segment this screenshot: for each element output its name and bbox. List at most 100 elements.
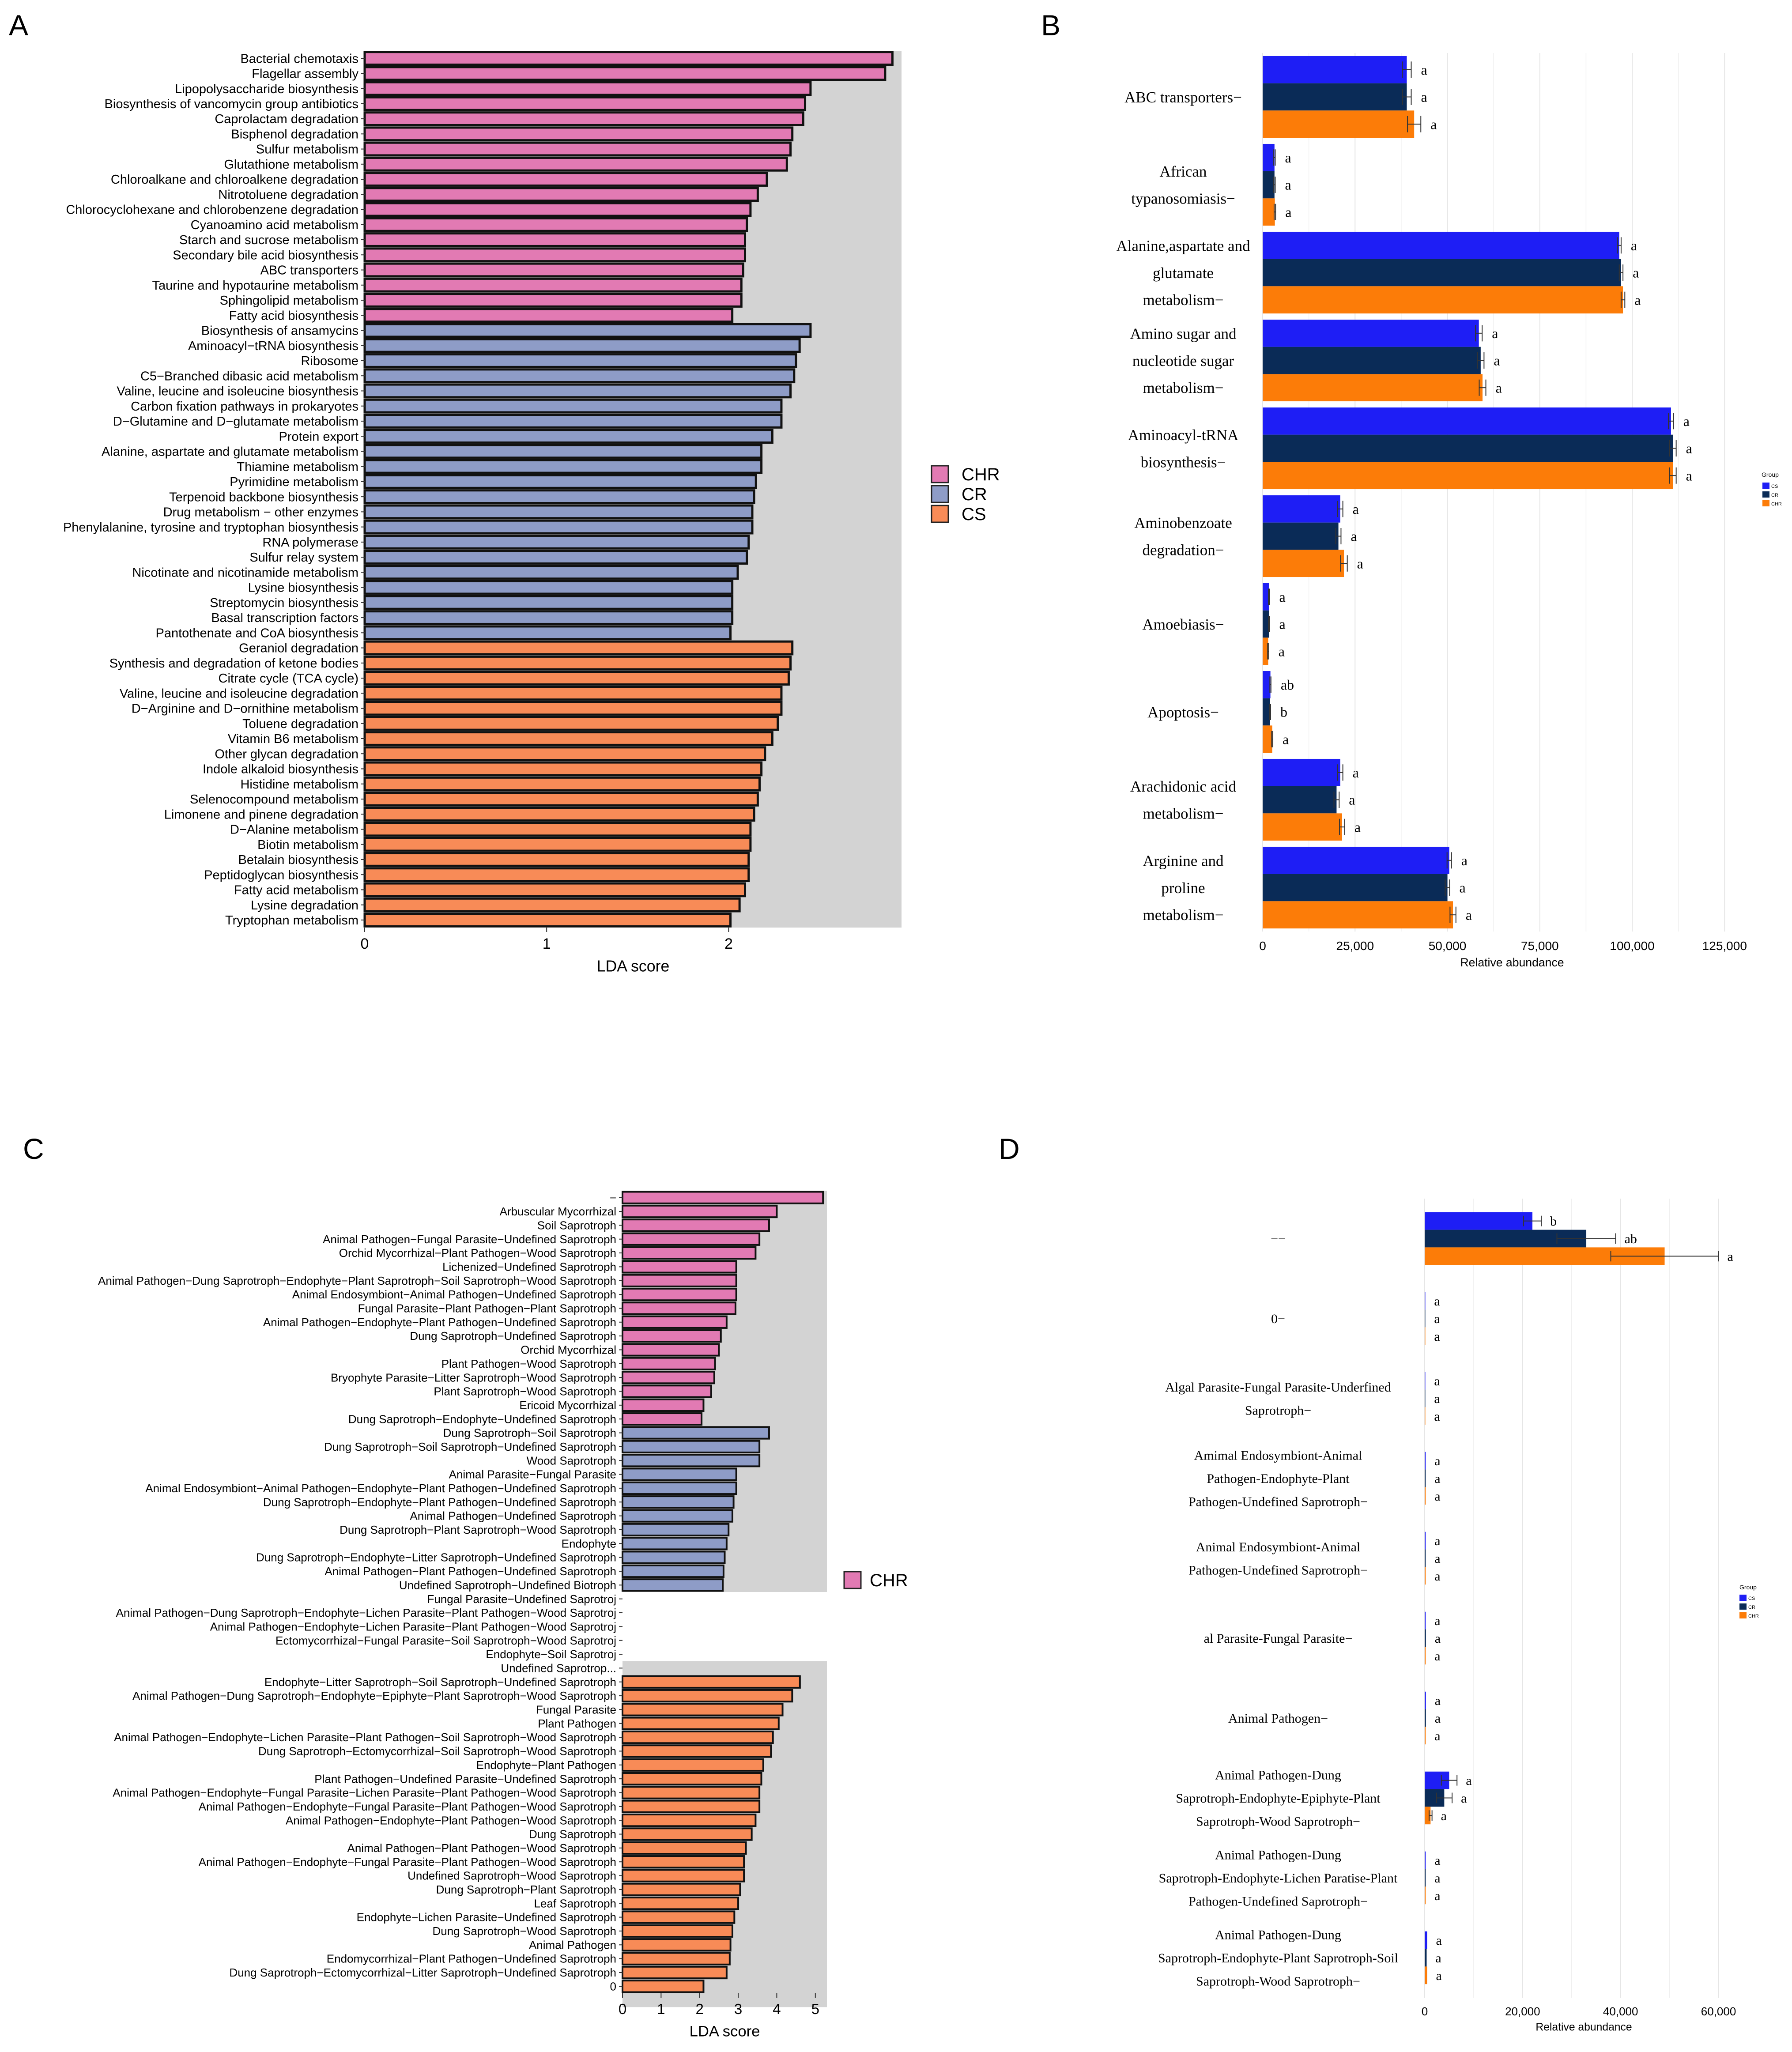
category-label: Dung Saprotroph−Ectomycorrhizal−Litter S… (229, 1966, 616, 1979)
significance-letter: a (1634, 292, 1641, 308)
category-label: Peptidoglycan biosynthesis (204, 868, 358, 882)
bar-chr-6 (622, 1274, 737, 1287)
significance-letter: a (1466, 1773, 1471, 1788)
bar-cs-46 (363, 746, 766, 762)
category-label: Animal Parasite−Fungal Parasite (449, 1468, 616, 1481)
significance-letter: a (1283, 731, 1289, 747)
category-label: Dung Saprotroph−Soil Saprotroph−Undefine… (324, 1440, 616, 1453)
bar-cs-50 (622, 1882, 741, 1897)
significance-letter: a (1434, 1551, 1440, 1566)
bar-cr-17 (622, 1426, 770, 1440)
bar-cr-9 (1263, 874, 1448, 902)
significance-letter: a (1353, 501, 1359, 517)
bar-chr-9 (1263, 901, 1453, 929)
category-label: Dung Saprotroph−Endophyte−Plant Pathogen… (263, 1495, 616, 1509)
category-label: Saprotroph− (1245, 1403, 1311, 1418)
significance-letter: b (1280, 704, 1287, 720)
category-label: −− (1271, 1232, 1286, 1246)
category-label: Animal Pathogen−Plant Pathogen−Undefined… (324, 1565, 616, 1578)
bar-cr-2 (1263, 259, 1621, 287)
significance-letter: a (1434, 1329, 1440, 1344)
significance-letter: a (1434, 1392, 1440, 1406)
significance-letter: ab (1625, 1232, 1637, 1246)
category-label: Sphingolipid metabolism (220, 294, 358, 308)
bar-cs-52 (363, 837, 752, 852)
bar-chr-2 (622, 1218, 770, 1232)
category-label: Lysine degradation (251, 898, 358, 913)
bar-cr-0 (1263, 83, 1407, 111)
x-tick-label: 1 (543, 935, 551, 952)
category-label: Animal Endosymbiont−Animal Pathogen−Unde… (292, 1288, 616, 1301)
bar-cr-9 (1425, 1949, 1427, 1967)
bar-chr-0 (363, 51, 894, 66)
category-label: Animal Pathogen−Endophyte−Fungal Parasit… (199, 1855, 616, 1868)
category-label: Amoebiasis− (1143, 616, 1224, 633)
legend-a-cs-label: CS (962, 505, 986, 524)
bar-chr-4 (1425, 1567, 1426, 1585)
bar-cr-28 (622, 1578, 724, 1592)
significance-letter: a (1436, 1969, 1442, 1983)
significance-letter: a (1434, 1729, 1440, 1743)
bar-cs-45 (363, 731, 773, 746)
category-label: metabolism− (1143, 805, 1223, 822)
legend-b-cs-label: CS (1771, 484, 1778, 489)
category-label: RNA polymerase (262, 536, 358, 550)
significance-letter: a (1436, 1933, 1442, 1948)
x-tick-label: 0 (1259, 939, 1266, 953)
bar-cr-38 (363, 625, 732, 641)
panel-label-a: A (9, 9, 28, 41)
category-label: Undefined Saprotroph−Wood Saprotroph (407, 1869, 616, 1882)
significance-letter: a (1435, 1711, 1441, 1726)
legend-a-chr-swatch (931, 465, 949, 483)
bar-cs-57 (363, 912, 732, 928)
category-label: nucleotide sugar (1132, 352, 1234, 370)
category-label: Histidine metabolism (240, 777, 358, 792)
legend-a-cr-label: CR (962, 485, 987, 504)
bar-chr-3 (363, 96, 807, 111)
category-label: Sulfur metabolism (256, 143, 358, 157)
category-label: Animal Pathogen-Dung (1215, 1848, 1341, 1863)
bar-cs-38 (622, 1716, 780, 1730)
x-tick-label: 5 (811, 2001, 819, 2017)
significance-letter: a (1285, 177, 1291, 193)
bar-cr-33 (363, 550, 748, 565)
significance-letter: a (1434, 1649, 1440, 1663)
bar-cr-8 (1263, 786, 1337, 814)
category-label: Indole alkaloid biosynthesis (203, 762, 358, 777)
category-label: Selenocompound metabolism (190, 792, 358, 807)
x-tick-label: 2 (696, 2001, 704, 2017)
bar-chr-8 (1263, 813, 1342, 841)
bar-chr-6 (1263, 637, 1268, 665)
bar-chr-12 (363, 232, 747, 247)
category-label: C5−Branched dibasic acid metabolism (140, 369, 358, 383)
bar-cs-8 (1263, 758, 1340, 786)
significance-letter: a (1434, 1853, 1440, 1868)
category-label: Animal Pathogen−Plant Pathogen−Wood Sapr… (347, 1841, 616, 1855)
category-label: Fungal Parasite−Undefined Saprotroj (427, 1592, 616, 1606)
category-label: Betalain biosynthesis (238, 853, 358, 867)
bar-chr-5 (1425, 1647, 1426, 1665)
bar-cs-51 (622, 1897, 739, 1910)
legend-b-cr-label: CR (1771, 493, 1778, 498)
bar-cr-2 (1425, 1389, 1426, 1407)
category-label: Alanine, aspartate and glutamate metabol… (102, 445, 358, 459)
bar-cs-43 (622, 1786, 761, 1799)
category-label: Aminoacyl-tRNA (1128, 426, 1239, 444)
category-label: Ericoid Mycorrhizal (519, 1399, 616, 1412)
bar-cr-21 (363, 368, 796, 384)
bar-cs-6 (1263, 583, 1269, 611)
significance-letter: a (1421, 89, 1427, 105)
category-label: Plant Pathogen−Undefined Parasite−Undefi… (314, 1772, 616, 1785)
category-label: Saprotroph-Endophyte-Lichen Paratise-Pla… (1159, 1871, 1398, 1886)
legend-c-chr-swatch (843, 1571, 862, 1589)
x-axis-title: LDA score (597, 957, 670, 975)
bar-chr-3 (1425, 1487, 1426, 1505)
bar-cs-53 (363, 852, 750, 867)
bar-chr-7 (363, 156, 788, 172)
category-label: Starch and sucrose metabolism (179, 233, 358, 247)
legend-c-chr-label: CHR (870, 1571, 908, 1590)
bar-chr-5 (622, 1260, 737, 1274)
category-label: Endomycorrhizal−Plant Pathogen−Undefined… (327, 1952, 616, 1965)
bar-cr-36 (363, 595, 734, 610)
